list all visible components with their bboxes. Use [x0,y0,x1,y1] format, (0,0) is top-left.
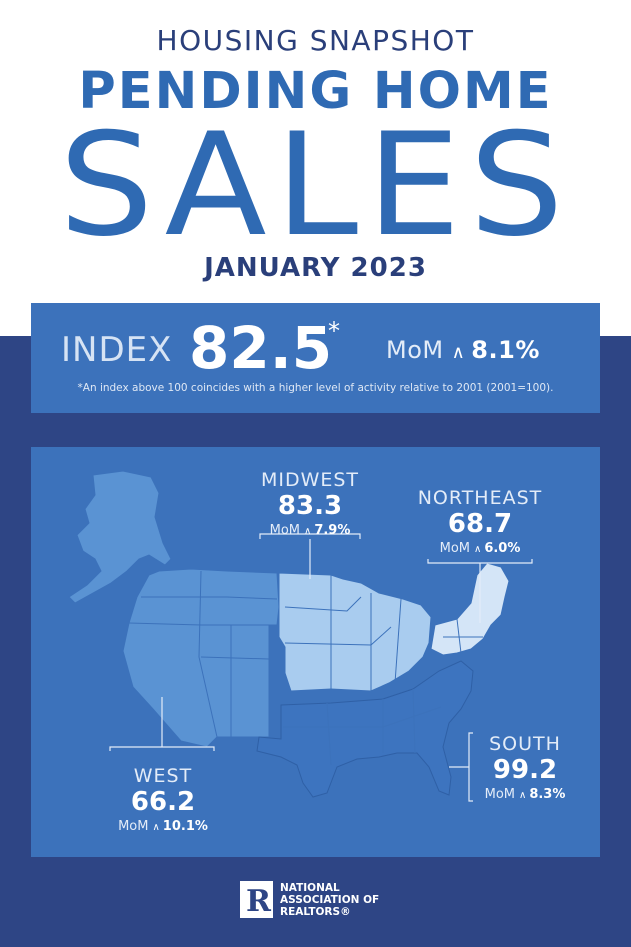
region-mom: MoM ∧ 10.1% [83,819,243,834]
us-map [68,470,533,802]
region-mom-change: 7.9% [314,523,351,538]
west-region-shape [122,568,280,748]
headline-big-title: SALES [58,103,573,268]
index-footnote: *An index above 100 coincides with a hig… [77,382,554,394]
region-mom-label: MoM [269,523,300,538]
up-caret-icon: ∧ [451,342,466,363]
up-caret-icon: ∧ [152,822,160,833]
region-midwest: MIDWEST 83.3 MoM ∧ 7.9% [230,469,390,538]
northeast-region-shape [430,562,510,656]
index-mom-change: 8.1% [471,336,540,364]
region-name: MIDWEST [260,469,360,491]
region-value: 99.2 [492,755,558,785]
region-mom-change: 6.0% [484,541,521,556]
region-mom: MoM ∧ 8.3% [455,787,595,802]
region-value: 83.3 [277,491,343,521]
index-mom: MoM ∧ 8.1% [386,336,540,364]
state-borders [128,570,483,766]
region-mom-label: MoM [439,541,470,556]
south-region-shape [256,660,474,798]
region-mom: MoM ∧ 7.9% [230,523,390,538]
index-value: 82.5 [189,314,333,382]
report-period: JANUARY 2023 [204,253,427,283]
realtor-r-logo-icon: R [240,881,273,919]
index-footnote-star: * [328,317,340,345]
region-northeast: NORTHEAST 68.7 MoM ∧ 6.0% [400,487,560,556]
up-caret-icon: ∧ [304,526,312,537]
region-mom: MoM ∧ 6.0% [400,541,560,556]
up-caret-icon: ∧ [474,544,482,555]
logo-line-3: REALTORS® [280,906,351,918]
region-mom-label: MoM [118,819,149,834]
up-caret-icon: ∧ [519,790,527,801]
midwest-region-shape [278,572,432,692]
region-value: 68.7 [447,509,513,539]
region-mom-change: 10.1% [162,819,208,834]
callout-lines [109,533,533,802]
logo-text: NATIONAL ASSOCIATION OF REALTORS® [280,882,400,918]
index-label: INDEX [61,330,173,370]
headline-title: PENDING HOME [78,62,553,121]
region-south: SOUTH 99.2 MoM ∧ 8.3% [455,733,595,802]
alaska-shape [68,470,172,604]
index-mom-label: MoM [386,336,444,364]
region-name: NORTHEAST [417,487,543,509]
kicker-title: HOUSING SNAPSHOT [156,24,475,57]
region-mom-label: MoM [484,787,515,802]
region-west: WEST 66.2 MoM ∧ 10.1% [83,765,243,834]
map-panel: MIDWEST 83.3 MoM ∧ 7.9% NORTHEAST 68.7 MoM… [31,447,600,857]
logo-line-2: ASSOCIATION OF [280,894,380,906]
region-value: 66.2 [130,787,196,817]
index-panel: INDEX 82.5 * MoM ∧ 8.1% *An index above 10… [31,303,600,413]
region-name: WEST [133,765,193,787]
logo-line-1: NATIONAL [280,882,340,894]
region-mom-change: 8.3% [529,787,566,802]
region-name: SOUTH [489,733,561,755]
